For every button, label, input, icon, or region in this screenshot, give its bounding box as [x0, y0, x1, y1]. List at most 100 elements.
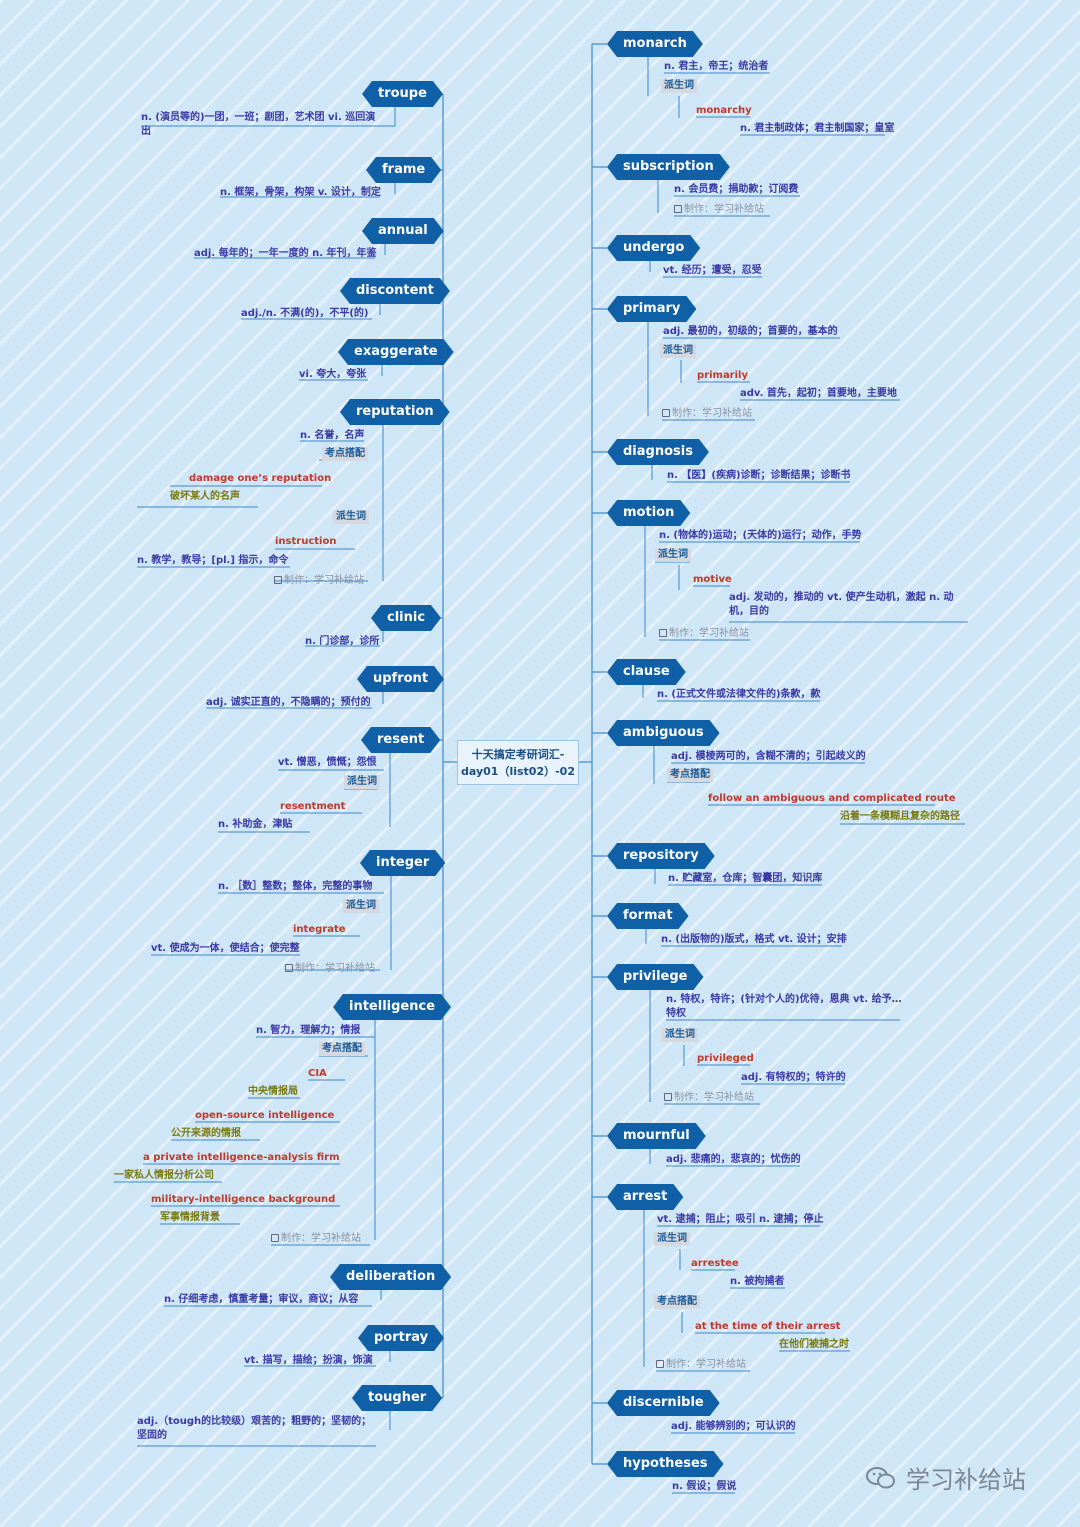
phrase-open-source: open-source intelligence	[195, 1110, 335, 1121]
word-node-discontent[interactable]: discontent	[340, 278, 450, 304]
definition-frame: n. 框架，骨架，构架 v. 设计，制定	[220, 187, 381, 198]
word-node-ambiguous[interactable]: ambiguous	[607, 720, 720, 746]
translation-cia: 中央情报局	[248, 1086, 298, 1097]
tag-derived-reputation: 派生词	[333, 510, 369, 524]
derived-word-privileged: privileged	[697, 1053, 754, 1064]
maker-text: 制作：学习补给站	[666, 1359, 746, 1370]
derived-definition-primarily: adv. 首先，起初；首要地，主要地	[740, 388, 897, 399]
person-icon	[656, 1360, 664, 1368]
tag-derived-primary: 派生词	[660, 344, 696, 358]
central-topic-line2: day01（list02）-02	[461, 765, 575, 778]
definition-discernible: adj. 能够辨别的；可认识的	[671, 1421, 796, 1432]
definition-mournful: adj. 悲痛的，悲哀的；忧伤的	[666, 1154, 801, 1165]
definition-integer: n. ［数］整数；整体，完整的事物	[218, 881, 373, 892]
derived-definition-arrestee: n. 被拘捕者	[730, 1276, 785, 1287]
person-icon	[274, 576, 282, 584]
central-topic[interactable]: 十天搞定考研词汇- day01（list02）-02	[457, 740, 579, 785]
word-node-diagnosis[interactable]: diagnosis	[607, 439, 709, 465]
word-node-privilege[interactable]: privilege	[607, 964, 704, 990]
definition-intelligence: n. 智力，理解力；情报	[256, 1025, 361, 1036]
definition-deliberation: n. 仔细考虑，慎重考量；审议，商议；从容	[164, 1294, 359, 1305]
definition-hypotheses: n. 假设；假说	[672, 1481, 737, 1492]
translation-military: 军事情报背景	[160, 1212, 220, 1223]
definition-discontent: adj./n. 不满(的)，不平(的)	[241, 308, 369, 319]
definition-format: n. (出版物的)版式，格式 vt. 设计；安排	[661, 934, 847, 945]
definition-resent: vt. 憎恶，愤慨；怨恨	[278, 757, 377, 768]
word-node-clinic[interactable]: clinic	[371, 605, 441, 631]
word-node-subscription[interactable]: subscription	[607, 154, 730, 180]
word-node-upfront[interactable]: upfront	[357, 666, 444, 692]
tag-derived-resent: 派生词	[344, 775, 380, 789]
word-node-reputation[interactable]: reputation	[340, 399, 450, 425]
word-node-arrest[interactable]: arrest	[607, 1184, 683, 1210]
maker-text: 制作：学习补给站	[284, 575, 364, 586]
word-node-mournful[interactable]: mournful	[607, 1123, 706, 1149]
maker-text: 制作：学习补给站	[674, 1092, 754, 1103]
tag-collocation-intelligence: 考点搭配	[319, 1042, 365, 1056]
derived-word-primarily: primarily	[697, 370, 748, 381]
tag-collocation-arrest: 考点搭配	[654, 1295, 700, 1309]
phrase-private-firm: a private intelligence-analysis firm	[143, 1152, 340, 1163]
maker-text: 制作：学习补给站	[281, 1233, 361, 1244]
word-node-annual[interactable]: annual	[362, 218, 444, 244]
person-icon	[285, 964, 293, 972]
tag-derived-arrest: 派生词	[654, 1232, 690, 1246]
definition-portray: vt. 描写，描绘；扮演，饰演	[244, 1355, 373, 1366]
maker-text: 制作：学习补给站	[684, 204, 764, 215]
translation-reputation: 破坏某人的名声	[170, 491, 240, 502]
word-node-format[interactable]: format	[607, 903, 689, 929]
maker-note-privilege: 制作：学习补给站	[664, 1091, 754, 1104]
word-node-primary[interactable]: primary	[607, 296, 696, 322]
maker-note-reputation: 制作：学习补给站	[274, 574, 364, 587]
maker-note-intelligence: 制作：学习补给站	[271, 1232, 361, 1245]
definition-tougher: adj.（tough的比较级）艰苦的；粗野的；坚韧的；坚固的	[137, 1416, 372, 1441]
central-topic-line1: 十天搞定考研词汇-	[471, 748, 565, 761]
phrase-arrest: at the time of their arrest	[695, 1321, 841, 1332]
maker-note-arrest: 制作：学习补给站	[656, 1358, 746, 1371]
definition-ambiguous: adj. 模棱两可的，含糊不清的；引起歧义的	[671, 751, 866, 762]
word-node-deliberation[interactable]: deliberation	[330, 1264, 451, 1290]
word-node-integer[interactable]: integer	[360, 850, 445, 876]
maker-text: 制作：学习补给站	[669, 628, 749, 639]
derived-definition-integrate: vt. 使成为一体，使结合；使完整	[151, 943, 300, 954]
maker-note-primary: 制作：学习补给站	[662, 407, 752, 420]
derived-definition-privileged: adj. 有特权的；特许的	[741, 1072, 846, 1083]
definition-subscription: n. 会员费；捐助款；订阅费	[674, 184, 799, 195]
watermark-text: 学习补给站	[906, 1466, 1026, 1494]
word-node-exaggerate[interactable]: exaggerate	[338, 339, 454, 365]
word-node-troupe[interactable]: troupe	[362, 81, 443, 107]
word-node-clause[interactable]: clause	[607, 659, 686, 685]
definition-repository: n. 贮藏室，仓库；智囊团，知识库	[668, 873, 823, 884]
word-node-frame[interactable]: frame	[366, 157, 441, 183]
tag-derived-privilege: 派生词	[662, 1028, 698, 1042]
wechat-icon	[866, 1467, 895, 1489]
word-node-resent[interactable]: resent	[361, 727, 440, 753]
definition-exaggerate: vi. 夸大，夸张	[299, 369, 367, 380]
maker-text: 制作：学习补给站	[295, 963, 375, 974]
maker-note-subscription: 制作：学习补给站	[674, 203, 764, 216]
translation-open-source: 公开来源的情报	[171, 1128, 241, 1139]
word-node-undergo[interactable]: undergo	[607, 235, 700, 261]
word-node-tougher[interactable]: tougher	[352, 1385, 442, 1411]
derived-word-resentment: resentment	[280, 801, 346, 812]
tag-derived-motion: 派生词	[655, 548, 691, 562]
word-node-motion[interactable]: motion	[607, 500, 690, 526]
derived-definition-monarchy: n. 君主制政体；君主制国家；皇室	[740, 123, 895, 134]
maker-text: 制作：学习补给站	[672, 408, 752, 419]
derived-word-monarchy: monarchy	[696, 105, 752, 116]
word-node-repository[interactable]: repository	[607, 843, 715, 869]
word-node-portray[interactable]: portray	[358, 1325, 444, 1351]
word-node-monarch[interactable]: monarch	[607, 31, 703, 57]
word-node-discernible[interactable]: discernible	[607, 1390, 720, 1416]
phrase-ambiguous: follow an ambiguous and complicated rout…	[708, 793, 956, 804]
definition-upfront: adj. 诚实正直的，不隐瞒的；预付的	[206, 697, 371, 708]
definition-annual: adj. 每年的；一年一度的 n. 年刊，年鉴	[194, 248, 377, 259]
derived-word-instruction: instruction	[275, 536, 337, 547]
translation-arrest: 在他们被捕之时	[779, 1339, 849, 1350]
definition-undergo: vt. 经历；遭受，忍受	[663, 265, 762, 276]
word-node-hypotheses[interactable]: hypotheses	[607, 1451, 724, 1477]
person-icon	[271, 1234, 279, 1242]
person-icon	[674, 205, 682, 213]
word-node-intelligence[interactable]: intelligence	[333, 994, 451, 1020]
